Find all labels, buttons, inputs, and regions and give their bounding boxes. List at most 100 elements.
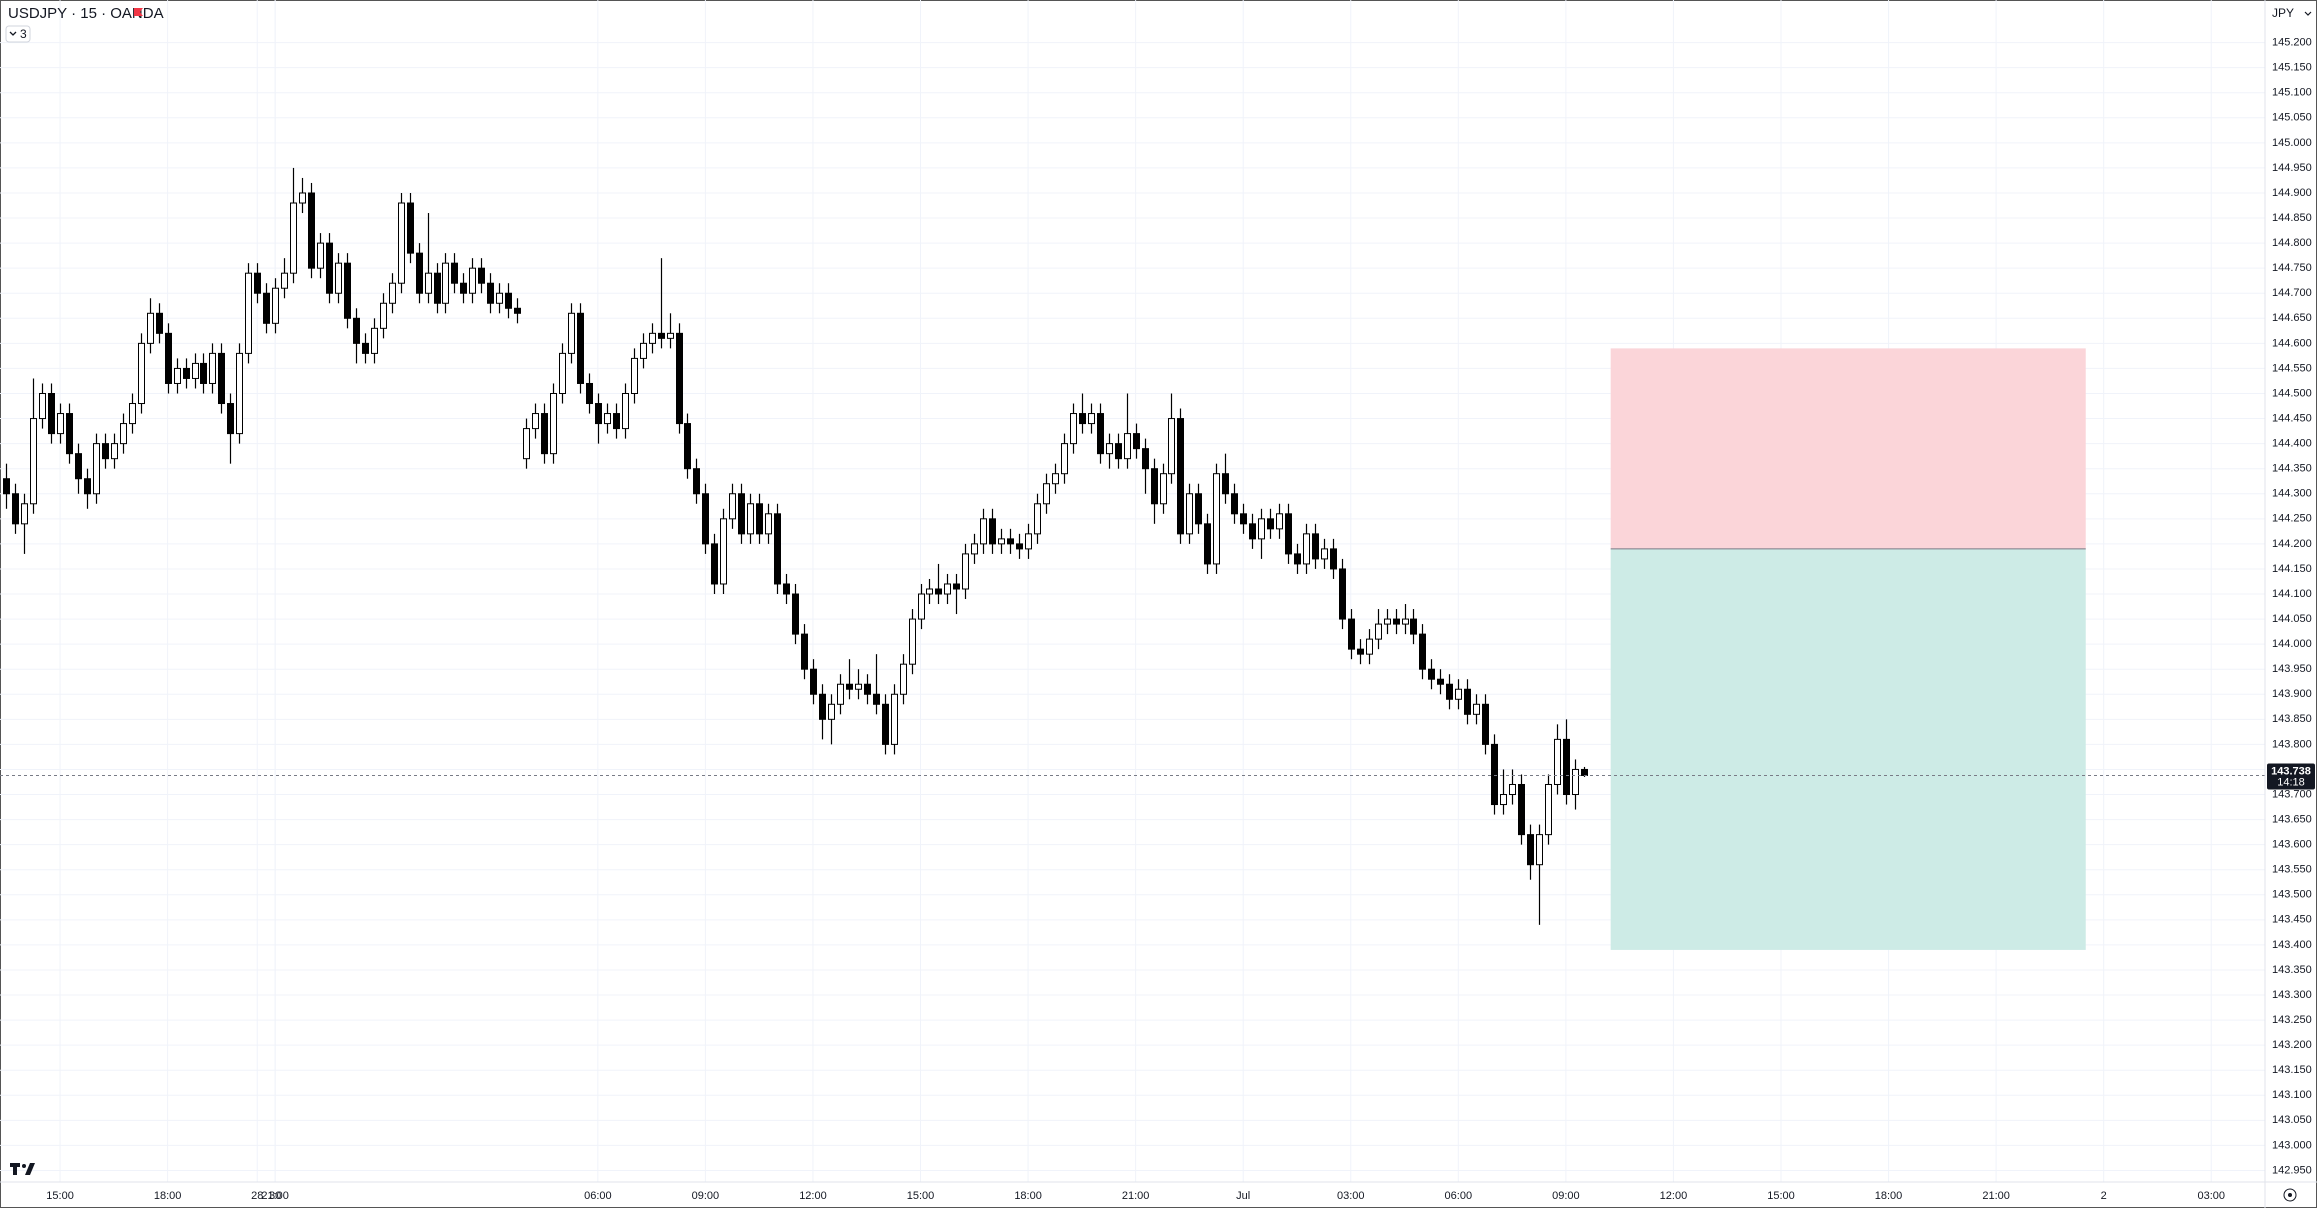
candle-body bbox=[192, 362, 199, 379]
candle-body bbox=[460, 282, 467, 294]
candle-body bbox=[801, 633, 808, 670]
y-tick-label: 144.200 bbox=[2272, 538, 2312, 550]
candle-body bbox=[1330, 548, 1337, 570]
candle-body bbox=[900, 663, 907, 695]
y-tick-label: 145.050 bbox=[2272, 112, 2312, 124]
candle-body bbox=[102, 443, 109, 460]
candle-body bbox=[962, 553, 969, 590]
y-tick-label: 143.000 bbox=[2272, 1139, 2312, 1151]
candle-body bbox=[1231, 493, 1238, 515]
candle-body bbox=[1052, 473, 1059, 485]
candle-body bbox=[1572, 768, 1579, 796]
candle-body bbox=[21, 503, 28, 525]
candle-body bbox=[1357, 648, 1364, 655]
candle-body bbox=[711, 543, 718, 585]
candle-body bbox=[1339, 568, 1346, 620]
candle-body bbox=[1393, 618, 1400, 625]
candle-body bbox=[604, 413, 611, 425]
candle-body bbox=[1079, 413, 1086, 425]
y-tick-label: 144.050 bbox=[2272, 613, 2312, 625]
candle-body bbox=[227, 403, 234, 435]
candle-body bbox=[30, 418, 37, 505]
candle-body bbox=[756, 503, 763, 535]
settings-icon[interactable] bbox=[2283, 1188, 2297, 1202]
stop-loss-zone[interactable] bbox=[1610, 348, 2086, 549]
candle-body bbox=[550, 392, 557, 455]
candle-body bbox=[586, 382, 593, 405]
candle-body bbox=[765, 513, 772, 535]
candle-body bbox=[451, 262, 458, 284]
candle-body bbox=[1581, 768, 1588, 776]
candle-body bbox=[676, 332, 683, 425]
y-tick-label: 143.950 bbox=[2272, 663, 2312, 675]
y-tick-label: 144.100 bbox=[2272, 588, 2312, 600]
x-tick-label: 06:00 bbox=[584, 1190, 612, 1202]
candle-body bbox=[1106, 443, 1113, 455]
y-tick-label: 145.100 bbox=[2272, 87, 2312, 99]
y-tick-label: 143.600 bbox=[2272, 839, 2312, 851]
candle-body bbox=[308, 192, 315, 269]
y-tick-label: 144.000 bbox=[2272, 638, 2312, 650]
candle-body bbox=[1016, 543, 1023, 550]
x-tick-label: 21:00 bbox=[1122, 1190, 1150, 1202]
candle-body bbox=[891, 693, 898, 745]
candle-body bbox=[631, 357, 638, 394]
candle-body bbox=[1518, 783, 1525, 836]
candle-body bbox=[1402, 618, 1409, 625]
y-tick-label: 143.450 bbox=[2272, 914, 2312, 926]
x-tick-label: 12:00 bbox=[1660, 1190, 1688, 1202]
candle-body bbox=[1428, 668, 1435, 680]
candle-body bbox=[1276, 513, 1283, 530]
candle-body bbox=[1321, 548, 1328, 560]
candle-body bbox=[684, 423, 691, 470]
candle-body bbox=[702, 493, 709, 545]
x-tick-label: 03:00 bbox=[1337, 1190, 1365, 1202]
candle-body bbox=[1464, 688, 1471, 715]
last-price-badge bbox=[2267, 763, 2315, 790]
candle-body bbox=[613, 413, 620, 430]
indicator-count[interactable]: 3 bbox=[20, 27, 27, 41]
candle-body bbox=[1151, 468, 1158, 505]
candle-body bbox=[362, 342, 369, 354]
candle-body bbox=[1410, 618, 1417, 635]
candle-body bbox=[1124, 433, 1131, 460]
candle-body bbox=[846, 683, 853, 690]
y-tick-label: 143.350 bbox=[2272, 964, 2312, 976]
candle-body bbox=[1195, 493, 1202, 525]
candle-body bbox=[738, 493, 745, 535]
indicator-toggle[interactable] bbox=[5, 25, 31, 43]
x-tick-label: 15:00 bbox=[1767, 1190, 1795, 1202]
x-tick-label: 18:00 bbox=[1014, 1190, 1042, 1202]
candle-body bbox=[1384, 618, 1391, 625]
y-tick-label: 143.150 bbox=[2272, 1064, 2312, 1076]
candle-body bbox=[442, 262, 449, 304]
candle-body bbox=[783, 583, 790, 595]
position-tool[interactable] bbox=[1610, 348, 2086, 950]
symbol-title: USDJPY · 15 · OANDA bbox=[8, 5, 164, 22]
take-profit-zone[interactable] bbox=[1610, 548, 2086, 950]
candle-body bbox=[147, 312, 154, 344]
candle-body bbox=[1043, 483, 1050, 505]
candle-body bbox=[882, 703, 889, 745]
tradingview-logo[interactable] bbox=[10, 1163, 35, 1175]
candle-body bbox=[407, 202, 414, 254]
candle-body bbox=[478, 267, 485, 284]
candle-body bbox=[416, 252, 423, 294]
candle-body bbox=[1213, 473, 1220, 565]
candle-body bbox=[640, 342, 647, 359]
candle-body bbox=[66, 413, 73, 455]
candle-body bbox=[3, 478, 10, 495]
candle-body bbox=[1482, 703, 1489, 745]
logo-v bbox=[25, 1163, 35, 1175]
candle-body bbox=[1437, 678, 1444, 685]
candle-body bbox=[774, 513, 781, 585]
candle-body bbox=[1249, 523, 1256, 540]
candle-body bbox=[971, 543, 978, 555]
candle-body bbox=[792, 593, 799, 635]
candle-body bbox=[747, 503, 754, 535]
candle-body bbox=[541, 413, 548, 455]
candle-body bbox=[1133, 433, 1140, 450]
y-tick-label: 145.200 bbox=[2272, 37, 2312, 49]
candle-body bbox=[595, 403, 602, 425]
currency-selector[interactable]: JPY bbox=[2272, 6, 2294, 20]
